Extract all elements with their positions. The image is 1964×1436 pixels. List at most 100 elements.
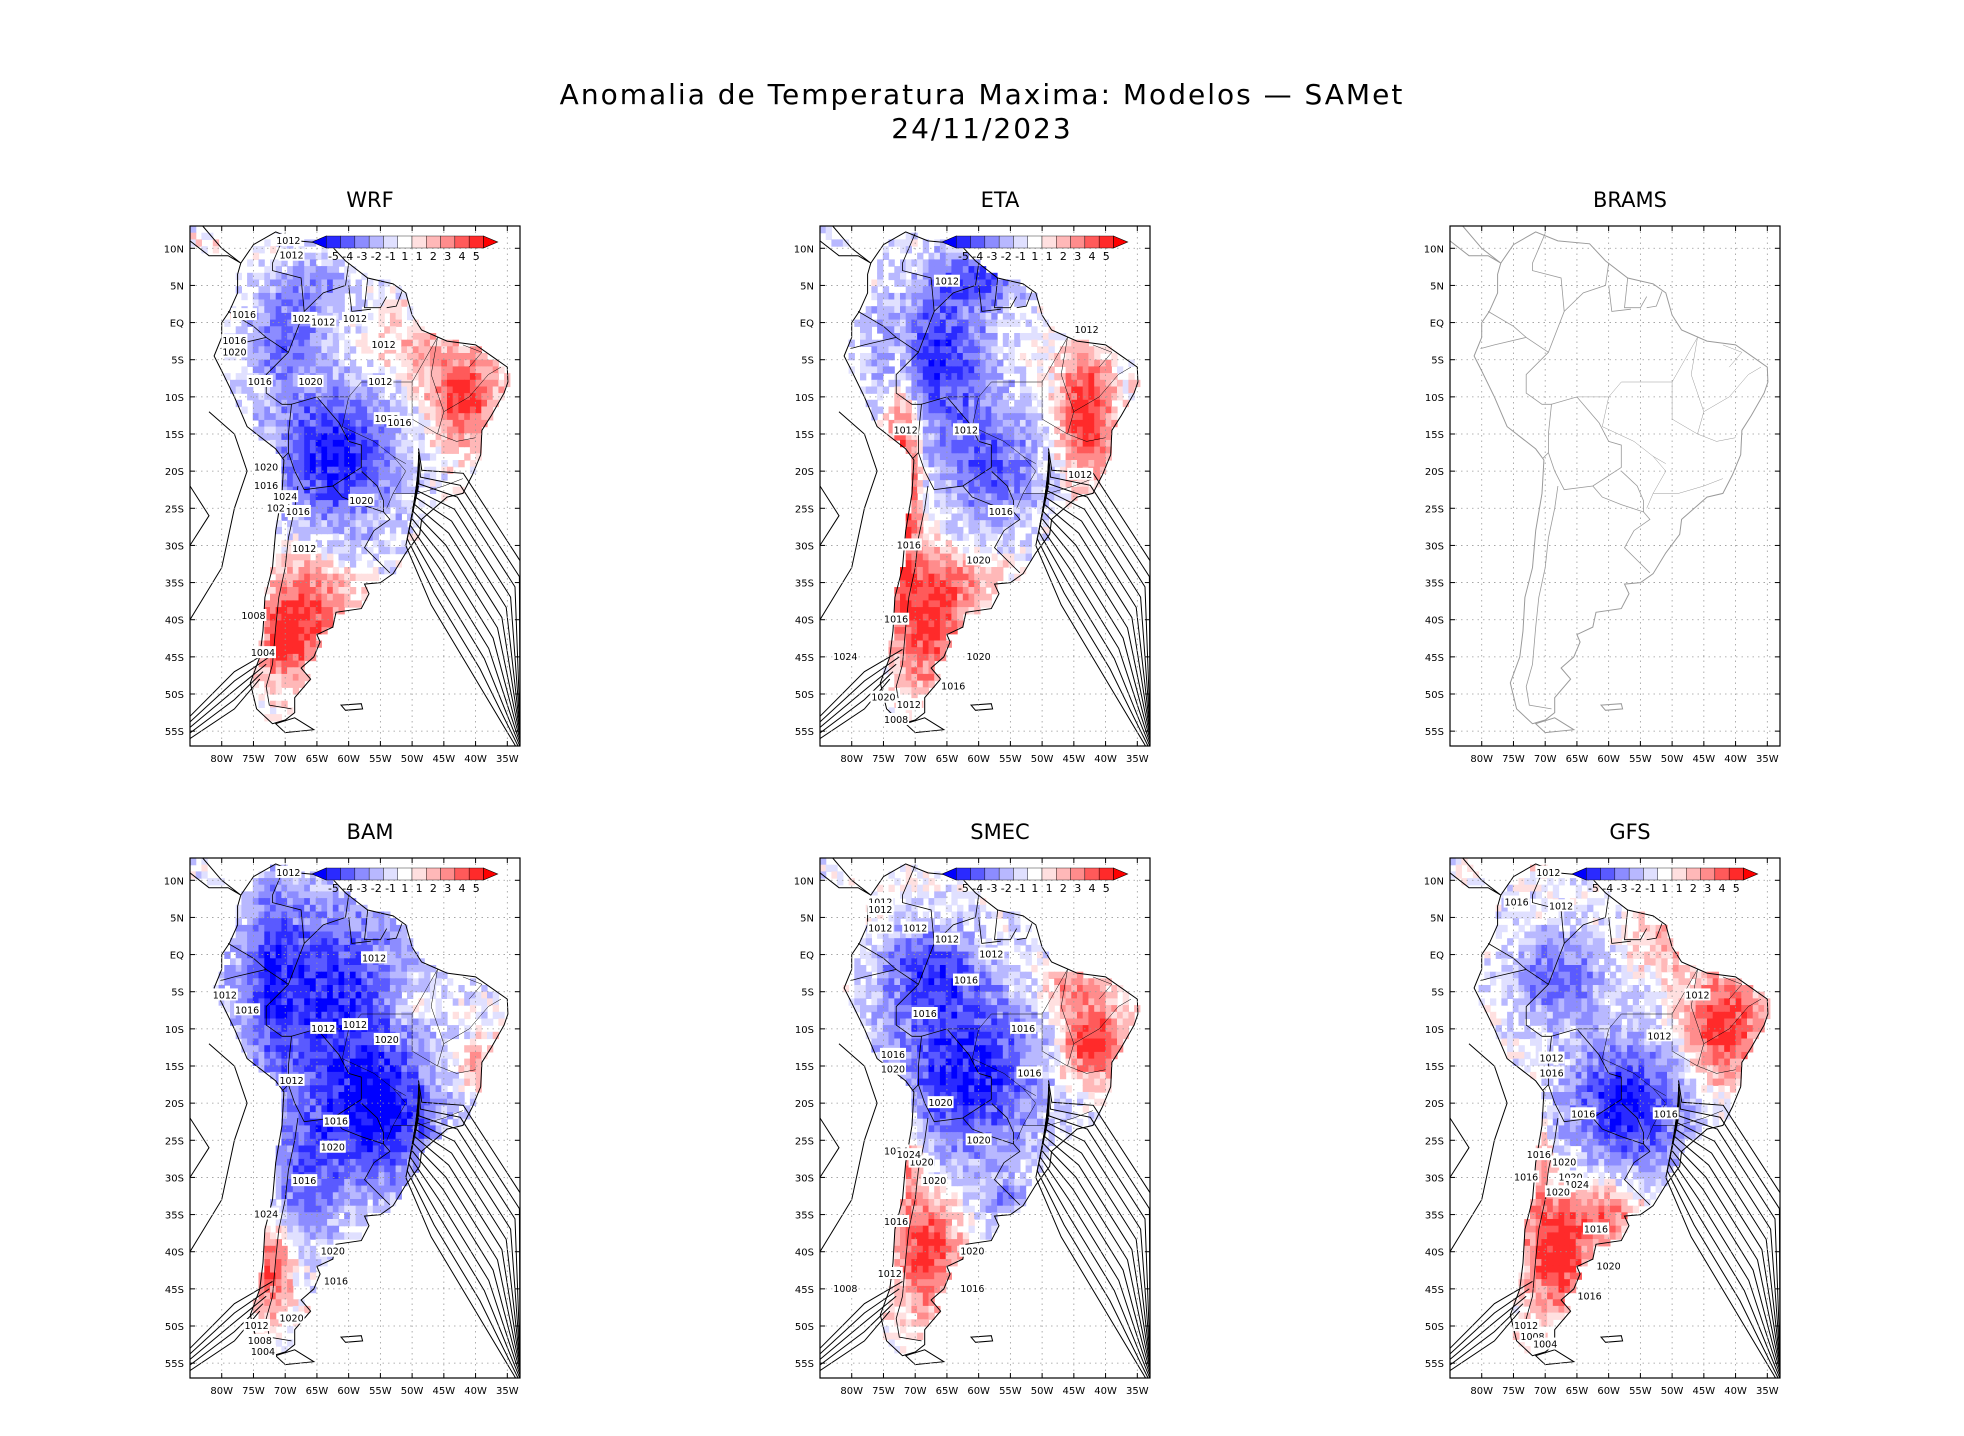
isobar-label: 1004 xyxy=(251,648,275,659)
colorbar-label: 1 xyxy=(1031,882,1038,895)
colorbar-label: -2 xyxy=(371,250,382,263)
colorbar-label: -5 xyxy=(1588,882,1599,895)
isobar-label: 1016 xyxy=(884,1217,908,1228)
lat-tick-label: 45S xyxy=(795,1285,814,1296)
lon-tick-label: 45W xyxy=(433,1386,456,1397)
lat-tick-label: 10S xyxy=(795,1025,814,1036)
lon-tick-label: 45W xyxy=(433,754,456,765)
lat-tick-label: 15S xyxy=(165,430,184,441)
isobar-label: 1012 xyxy=(868,924,892,935)
lat-tick-label: 50S xyxy=(165,1322,184,1333)
lat-tick-label: 30S xyxy=(795,1173,814,1184)
colorbar-label: 3 xyxy=(444,250,451,263)
colorbar-label: -3 xyxy=(987,882,998,895)
lat-tick-label: 5N xyxy=(800,281,814,292)
lat-tick-label: 10S xyxy=(165,393,184,404)
colorbar-label: -5 xyxy=(958,250,969,263)
grid xyxy=(1450,226,1780,746)
colorbar-label: -5 xyxy=(958,882,969,895)
lat-tick-label: 35S xyxy=(165,1211,184,1222)
isobar-label: 1012 xyxy=(368,377,392,388)
lon-tick-label: 70W xyxy=(904,754,927,765)
colorbar-label: -2 xyxy=(1001,882,1012,895)
lon-tick-label: 75W xyxy=(872,754,895,765)
panel-gfs: GFS 10N 5N EQ 5S 10S 15S 20S 25S 30S 35S 40S 45S 50S 5… xyxy=(1390,820,1850,1422)
lat-tick-label: 25S xyxy=(165,1136,184,1147)
lat-tick-label: 55S xyxy=(1425,1359,1444,1370)
isobar-label: 1020 xyxy=(375,1035,399,1046)
isobar-label: 1016 xyxy=(954,976,978,987)
map-frame xyxy=(819,225,1151,747)
lat-tick-label: 5S xyxy=(171,988,184,999)
isobar-label: 1016 xyxy=(286,507,310,518)
colorbar-label: -3 xyxy=(357,882,368,895)
lat-tick-label: 45S xyxy=(1425,653,1444,664)
isobar-label: 1012 xyxy=(279,1076,303,1087)
isobar-label: 1016 xyxy=(1654,1109,1678,1120)
lon-tick-label: 40W xyxy=(1724,754,1747,765)
lon-tick-label: 45W xyxy=(1693,1386,1716,1397)
isobars xyxy=(190,411,520,746)
lon-tick-label: 55W xyxy=(1629,754,1652,765)
isobar-label: 1020 xyxy=(349,496,373,507)
isobar-label: 1020 xyxy=(960,1247,984,1258)
colorbar: -5 -4 -3 -2 -1 1 1 2 3 4 5 xyxy=(311,235,499,263)
country-borders xyxy=(220,233,502,710)
lon-tick-label: 75W xyxy=(242,754,265,765)
lat-tick-label: 5S xyxy=(1431,356,1444,367)
colorbar-label: 4 xyxy=(459,882,466,895)
isobar-label: 1012 xyxy=(1685,990,1709,1001)
isobar-label: 1020 xyxy=(1552,1158,1576,1169)
lat-tick-label: 40S xyxy=(165,616,184,627)
map-frame xyxy=(189,225,521,747)
colorbar-label: 2 xyxy=(1060,250,1067,263)
isobar-label: 1016 xyxy=(235,1005,259,1016)
anomaly-field xyxy=(1450,858,1771,1354)
lon-tick-label: 65W xyxy=(306,1386,329,1397)
lat-tick-label: 30S xyxy=(165,1173,184,1184)
isobar-label: 1016 xyxy=(222,336,246,347)
lat-tick-label: 10S xyxy=(165,1025,184,1036)
colorbar-label: 1 xyxy=(416,250,423,263)
colorbar-label: -3 xyxy=(987,250,998,263)
colorbar-label: 5 xyxy=(1103,250,1110,263)
lat-tick-label: 45S xyxy=(1425,1285,1444,1296)
isobars xyxy=(190,1043,520,1378)
lat-tick-label: 30S xyxy=(795,541,814,552)
isobar-label: 1012 xyxy=(1068,470,1092,481)
lat-tick-label: 10N xyxy=(794,244,814,255)
lat-tick-label: 55S xyxy=(1425,727,1444,738)
lat-tick-label: 15S xyxy=(795,430,814,441)
lat-tick-label: EQ xyxy=(170,319,184,330)
colorbar-label: -1 xyxy=(1645,882,1656,895)
colorbar-label: -2 xyxy=(1001,250,1012,263)
isobar-label: 1012 xyxy=(935,935,959,946)
lon-tick-label: 40W xyxy=(464,754,487,765)
lon-tick-label: 40W xyxy=(464,1386,487,1397)
panel-smec: SMEC 10N 5N EQ 5S 10S 15S 20S 25S 30S 35S 40S 45S 50S… xyxy=(760,820,1220,1422)
coastline xyxy=(820,858,1139,1366)
map-plot: 10N 5N EQ 5S 10S 15S 20S 25S 30S 35S 40S 45S 50S 55S 8… xyxy=(164,857,521,1397)
lat-tick-label: 20S xyxy=(795,467,814,478)
lon-tick-label: 80W xyxy=(210,1386,233,1397)
isobar-label: 1008 xyxy=(241,611,265,622)
lon-tick-label: 40W xyxy=(1724,1386,1747,1397)
panel-title: BRAMS xyxy=(1593,188,1667,212)
colorbar-label: 1 xyxy=(416,882,423,895)
panel-brams: BRAMS 10N 5N EQ 5S 10S 15S 20S 25S 30S 35S 40S 45S 50… xyxy=(1390,188,1850,790)
colorbar-label: 1 xyxy=(401,882,408,895)
lon-tick-label: 55W xyxy=(999,754,1022,765)
lat-tick-label: 5S xyxy=(171,356,184,367)
colorbar-label: -4 xyxy=(342,250,353,263)
lon-tick-label: 40W xyxy=(1094,1386,1117,1397)
lat-tick-label: 45S xyxy=(165,1285,184,1296)
lat-tick-label: 25S xyxy=(165,504,184,515)
isobar-label: 1020 xyxy=(321,1247,345,1258)
isobar-label: 1024 xyxy=(267,503,291,514)
isobar-label: 1012 xyxy=(245,1321,269,1332)
isobar-label: 1012 xyxy=(343,1020,367,1031)
lon-tick-label: 50W xyxy=(1661,754,1684,765)
lon-tick-label: 70W xyxy=(1534,754,1557,765)
colorbar-label: -4 xyxy=(972,250,983,263)
lon-tick-label: 80W xyxy=(840,754,863,765)
